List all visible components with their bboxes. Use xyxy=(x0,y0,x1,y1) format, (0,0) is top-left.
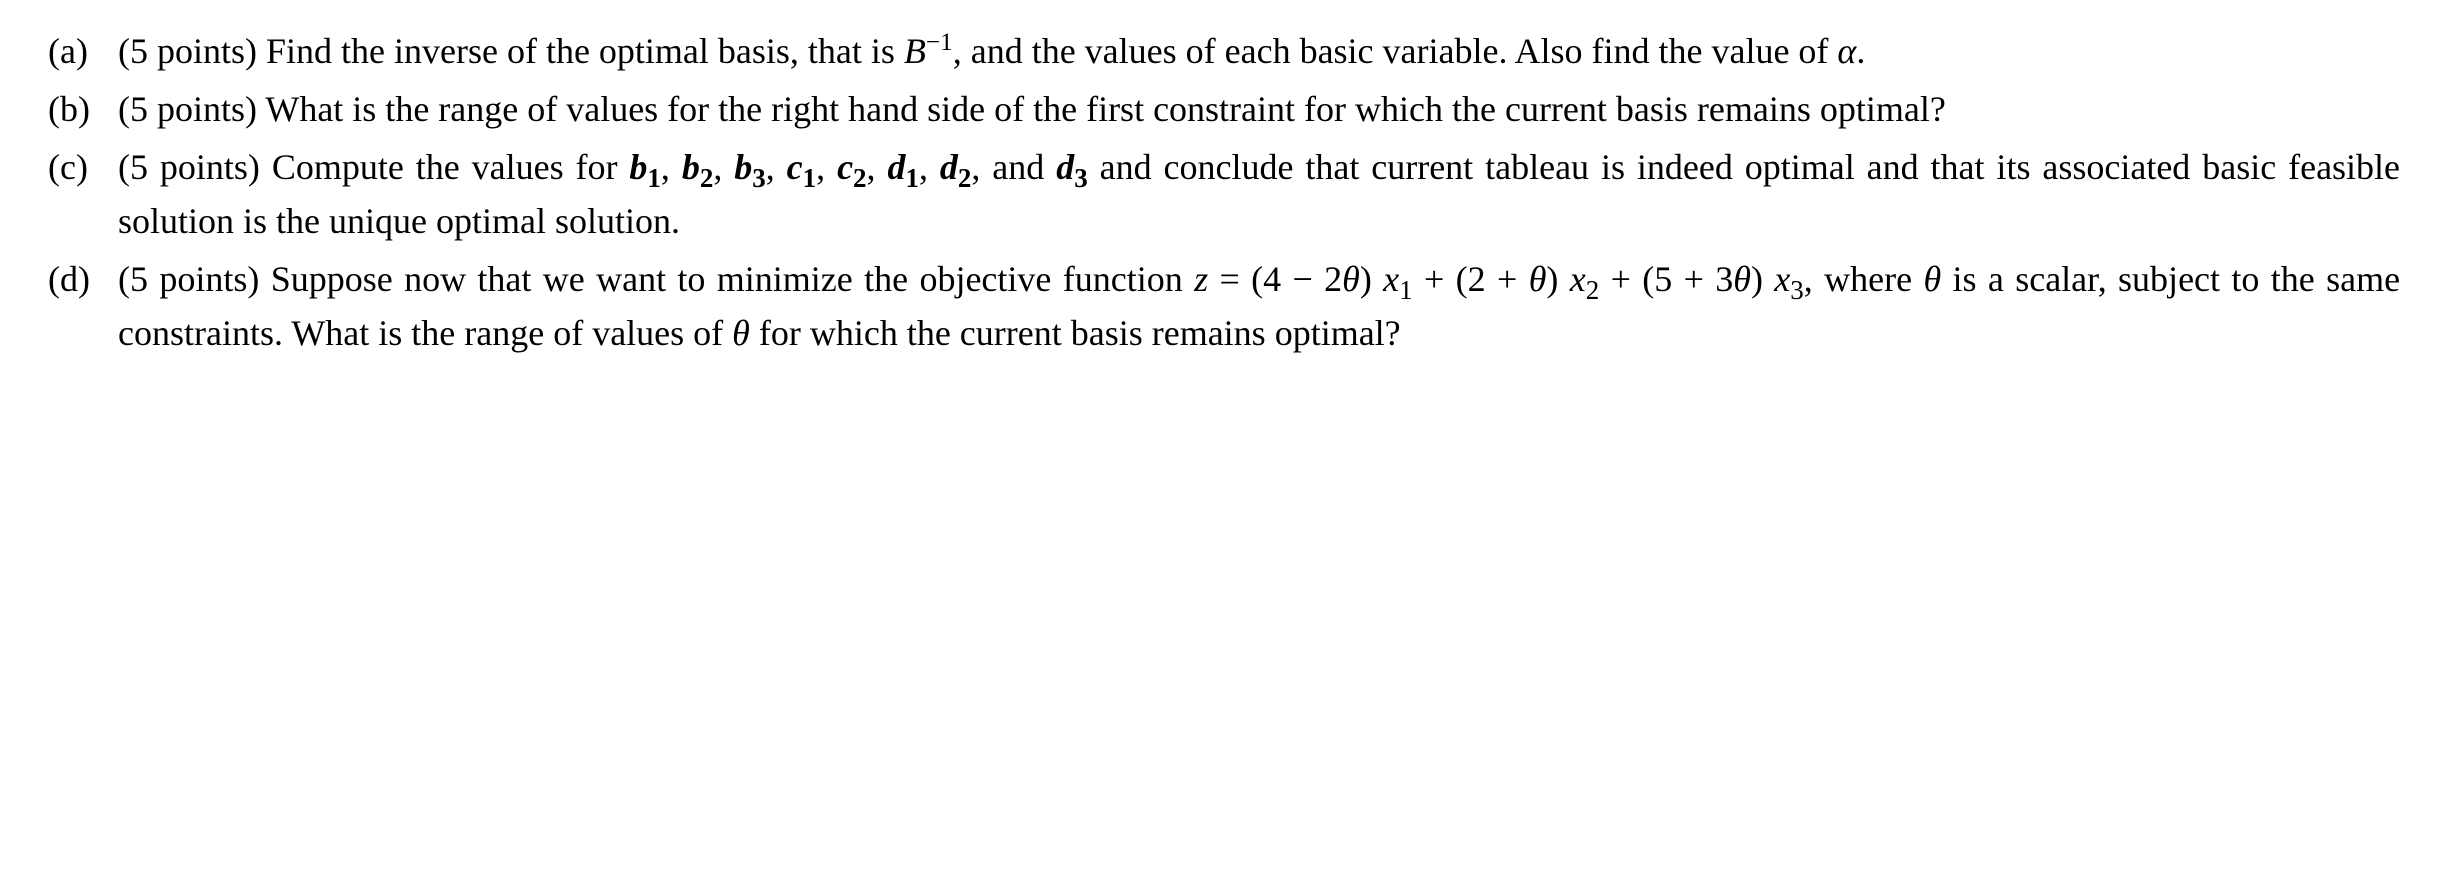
text-run: x xyxy=(1383,259,1399,299)
text-run: (5 points) Find the inverse of the optim… xyxy=(118,31,904,71)
text-run: ) xyxy=(1546,259,1569,299)
text-run: α xyxy=(1837,31,1856,71)
text-run: z xyxy=(1194,259,1208,299)
text-run: d xyxy=(1056,147,1074,187)
item-content: (5 points) Suppose now that we want to m… xyxy=(118,252,2400,360)
text-run: for which the current basis remains opti… xyxy=(750,313,1401,353)
text-run: d xyxy=(940,147,958,187)
text-run: c xyxy=(787,147,803,187)
item-content: (5 points) Find the inverse of the optim… xyxy=(118,24,2400,78)
text-run: , xyxy=(661,147,682,187)
text-run: , where xyxy=(1804,259,1924,299)
text-run: 1 xyxy=(647,147,661,187)
text-run: θ xyxy=(1342,259,1360,299)
text-run: (5 points) What is the range of values f… xyxy=(118,89,1946,129)
text-run: 2 xyxy=(1586,259,1600,299)
text-run: 2 xyxy=(700,147,714,187)
text-run: d xyxy=(887,147,905,187)
text-run: θ xyxy=(732,313,750,353)
question-list: (a)(5 points) Find the inverse of the op… xyxy=(48,24,2400,360)
text-run: ) xyxy=(1360,259,1383,299)
text-run: , xyxy=(919,147,940,187)
text-run: b xyxy=(734,147,752,187)
text-run: b xyxy=(629,147,647,187)
text-run: 3 xyxy=(1790,259,1804,299)
item-content: (5 points) Compute the values for b1, b2… xyxy=(118,140,2400,248)
text-run: θ xyxy=(1923,259,1941,299)
text-run: , and xyxy=(971,147,1056,187)
item-marker: (a) xyxy=(48,24,118,78)
text-run: (5 points) Suppose now that we want to m… xyxy=(118,259,1194,299)
text-run: (5 points) Compute the values for xyxy=(118,147,629,187)
text-run: , xyxy=(766,147,787,187)
text-run: 3 xyxy=(1074,147,1088,187)
text-run: 2 xyxy=(853,147,867,187)
item-marker: (c) xyxy=(48,140,118,194)
text-run: , xyxy=(816,147,837,187)
item-marker: (b) xyxy=(48,82,118,136)
text-run: 1 xyxy=(905,147,919,187)
text-run: −1 xyxy=(926,31,953,71)
question-item: (b)(5 points) What is the range of value… xyxy=(48,82,2400,136)
question-item: (c)(5 points) Compute the values for b1,… xyxy=(48,140,2400,248)
question-item: (d)(5 points) Suppose now that we want t… xyxy=(48,252,2400,360)
item-marker: (d) xyxy=(48,252,118,306)
text-run: + (5 + 3 xyxy=(1599,259,1733,299)
text-run: B xyxy=(904,31,926,71)
text-run: 2 xyxy=(958,147,972,187)
text-run: c xyxy=(837,147,853,187)
text-run: 1 xyxy=(1399,259,1413,299)
text-run: , xyxy=(713,147,734,187)
text-run: 3 xyxy=(752,147,766,187)
text-run: , xyxy=(867,147,888,187)
text-run: x xyxy=(1774,259,1790,299)
text-run: b xyxy=(682,147,700,187)
text-run: . xyxy=(1856,31,1865,71)
text-run: x xyxy=(1570,259,1586,299)
text-run: θ xyxy=(1529,259,1547,299)
text-run: θ xyxy=(1733,259,1751,299)
text-run: , and the values of each basic variable.… xyxy=(953,31,1838,71)
text-run: = (4 − 2 xyxy=(1208,259,1342,299)
text-run: ) xyxy=(1751,259,1774,299)
text-run: + (2 + xyxy=(1413,259,1529,299)
question-item: (a)(5 points) Find the inverse of the op… xyxy=(48,24,2400,78)
item-content: (5 points) What is the range of values f… xyxy=(118,82,2400,136)
text-run: 1 xyxy=(803,147,817,187)
